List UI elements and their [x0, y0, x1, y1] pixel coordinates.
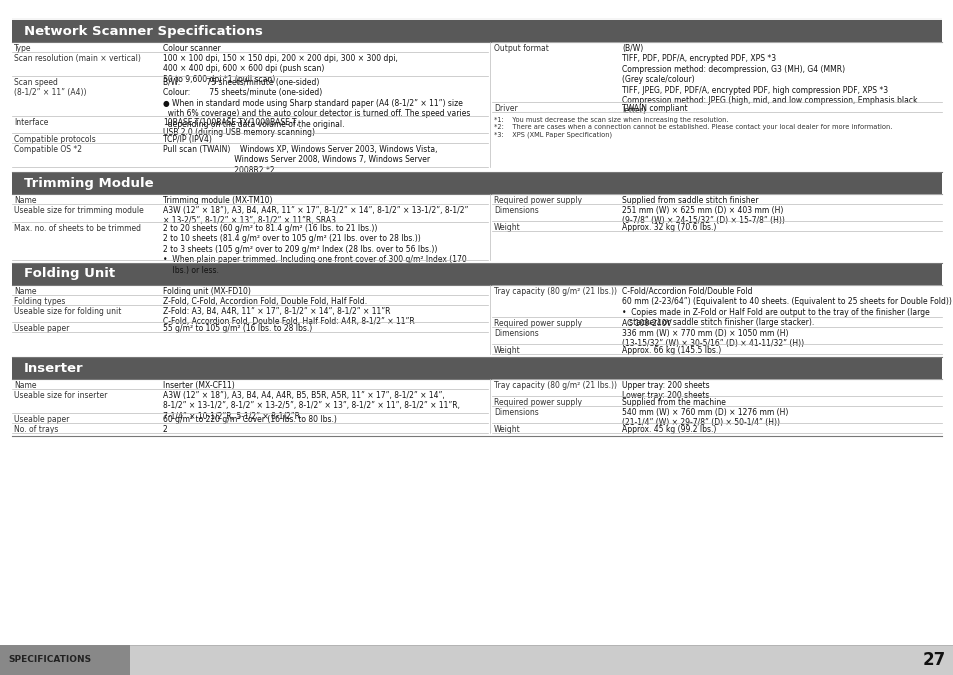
- Text: Inserter: Inserter: [24, 362, 84, 375]
- Text: B/W:           75 sheets/minute (one-sided)
Colour:        75 sheets/minute (one: B/W: 75 sheets/minute (one-sided) Colour…: [163, 78, 470, 129]
- Text: Weight: Weight: [494, 346, 520, 355]
- Text: Compatible protocols: Compatible protocols: [14, 135, 95, 144]
- Text: Dimensions: Dimensions: [494, 408, 538, 417]
- Text: 10BASE-T/100BASE-TX/1000BASE-T,
USB 2.0 (during USB memory scanning): 10BASE-T/100BASE-TX/1000BASE-T, USB 2.0 …: [163, 118, 314, 138]
- Text: Upper tray: 200 sheets
Lower tray: 200 sheets: Upper tray: 200 sheets Lower tray: 200 s…: [621, 381, 709, 400]
- Text: Name: Name: [14, 381, 36, 390]
- Text: Approx. 45 kg (99.2 lbs.): Approx. 45 kg (99.2 lbs.): [621, 425, 716, 434]
- Text: Colour scanner: Colour scanner: [163, 44, 220, 53]
- Text: 100 × 100 dpi, 150 × 150 dpi, 200 × 200 dpi, 300 × 300 dpi,
400 × 400 dpi, 600 ×: 100 × 100 dpi, 150 × 150 dpi, 200 × 200 …: [163, 54, 397, 84]
- Text: Inserter (MX-CF11): Inserter (MX-CF11): [163, 381, 234, 390]
- Text: *1:    You must decrease the scan size when increasing the resolution.: *1: You must decrease the scan size when…: [494, 117, 728, 123]
- Text: Network Scanner Specifications: Network Scanner Specifications: [24, 24, 263, 38]
- Text: Approx. 66 kg (145.5 lbs.): Approx. 66 kg (145.5 lbs.): [621, 346, 720, 355]
- Text: Z-Fold, C-Fold, Accordion Fold, Double Fold, Half Fold.: Z-Fold, C-Fold, Accordion Fold, Double F…: [163, 297, 367, 306]
- Text: Pull scan (TWAIN)    Windows XP, Windows Server 2003, Windows Vista,
           : Pull scan (TWAIN) Windows XP, Windows Se…: [163, 145, 437, 175]
- Bar: [12, 357, 941, 379]
- Text: Approx. 32 kg (70.6 lbs.): Approx. 32 kg (70.6 lbs.): [621, 223, 716, 232]
- Text: Folding Unit: Folding Unit: [24, 267, 115, 281]
- Text: Z-Fold: A3, B4, A4R, 11” × 17”, 8-1/2” × 14”, 8-1/2” × 11”R
C-Fold, Accordion Fo: Z-Fold: A3, B4, A4R, 11” × 17”, 8-1/2” ×…: [163, 307, 415, 327]
- Text: Name: Name: [14, 196, 36, 205]
- Text: Dimensions: Dimensions: [494, 206, 538, 215]
- Text: C-Fold/Accordion Fold/Double Fold
60 mm (2-23/64”) (Equivalent to 40 sheets. (Eq: C-Fold/Accordion Fold/Double Fold 60 mm …: [621, 287, 951, 327]
- Text: Supplied from saddle stitch finisher: Supplied from saddle stitch finisher: [621, 196, 758, 205]
- Text: 55 g/m² to 105 g/m² (16 lbs. to 28 lbs.): 55 g/m² to 105 g/m² (16 lbs. to 28 lbs.): [163, 324, 312, 333]
- Text: Weight: Weight: [494, 425, 520, 434]
- Bar: [0, 645, 953, 675]
- Text: AC 100-240V: AC 100-240V: [621, 319, 671, 328]
- Text: Output format: Output format: [494, 44, 548, 53]
- Text: Tray capacity (80 g/m² (21 lbs.)): Tray capacity (80 g/m² (21 lbs.)): [494, 381, 617, 390]
- Text: Required power supply: Required power supply: [494, 398, 581, 407]
- Text: 27: 27: [922, 651, 945, 669]
- Bar: [12, 172, 941, 194]
- Text: 2 to 20 sheets (60 g/m² to 81.4 g/m² (16 lbs. to 21 lbs.))
2 to 10 sheets (81.4 : 2 to 20 sheets (60 g/m² to 81.4 g/m² (16…: [163, 224, 466, 275]
- Text: *2:    There are cases when a connection cannot be established. Please contact y: *2: There are cases when a connection ca…: [494, 124, 891, 130]
- Text: Required power supply: Required power supply: [494, 196, 581, 205]
- Text: Useable paper: Useable paper: [14, 324, 70, 333]
- Text: 2: 2: [163, 425, 168, 434]
- Text: Folding types: Folding types: [14, 297, 66, 306]
- Text: 251 mm (W) × 625 mm (D) × 403 mm (H)
(9-7/8” (W) × 24-15/32” (D) × 15-7/8” (H)): 251 mm (W) × 625 mm (D) × 403 mm (H) (9-…: [621, 206, 784, 225]
- Text: Scan speed
(8-1/2” × 11” (A4)): Scan speed (8-1/2” × 11” (A4)): [14, 78, 87, 97]
- Text: Useable size for inserter: Useable size for inserter: [14, 391, 108, 400]
- Text: Supplied from the machine: Supplied from the machine: [621, 398, 725, 407]
- Text: Dimensions: Dimensions: [494, 329, 538, 338]
- Text: Tray capacity (80 g/m² (21 lbs.)): Tray capacity (80 g/m² (21 lbs.)): [494, 287, 617, 296]
- Text: 540 mm (W) × 760 mm (D) × 1276 mm (H)
(21-1/4” (W) × 29-7/8” (D) × 50-1/4” (H)): 540 mm (W) × 760 mm (D) × 1276 mm (H) (2…: [621, 408, 787, 427]
- Text: Scan resolution (main × vertical): Scan resolution (main × vertical): [14, 54, 141, 63]
- Text: Useable paper: Useable paper: [14, 415, 70, 424]
- Bar: [0, 645, 953, 675]
- Text: SPECIFICATIONS: SPECIFICATIONS: [8, 655, 91, 664]
- Text: Trimming Module: Trimming Module: [24, 176, 153, 190]
- Text: A3W (12” × 18”), A3, B4, A4R, 11” × 17”, 8-1/2” × 14”, 8-1/2” × 13-1/2”, 8-1/2”
: A3W (12” × 18”), A3, B4, A4R, 11” × 17”,…: [163, 206, 468, 225]
- Bar: [12, 263, 941, 285]
- Text: Driver: Driver: [494, 104, 517, 113]
- Text: Interface: Interface: [14, 118, 49, 127]
- Text: Compatible OS *2: Compatible OS *2: [14, 145, 82, 154]
- Text: Required power supply: Required power supply: [494, 319, 581, 328]
- Text: Name: Name: [14, 287, 36, 296]
- Bar: [12, 20, 941, 42]
- Text: TWAIN compliant: TWAIN compliant: [621, 104, 687, 113]
- Text: 60 g/m² to 220 g/m² Cover (16 lbs. to 80 lbs.): 60 g/m² to 220 g/m² Cover (16 lbs. to 80…: [163, 415, 336, 424]
- Text: (B/W)
TIFF, PDF, PDF/A, encrypted PDF, XPS *3
Compression method: decompression,: (B/W) TIFF, PDF, PDF/A, encrypted PDF, X…: [621, 44, 917, 115]
- Text: *3:    XPS (XML Paper Specification): *3: XPS (XML Paper Specification): [494, 131, 612, 138]
- Bar: [0, 645, 130, 675]
- Text: 336 mm (W) × 770 mm (D) × 1050 mm (H)
(13-15/32” (W) × 30-5/16” (D) × 41-11/32” : 336 mm (W) × 770 mm (D) × 1050 mm (H) (1…: [621, 329, 803, 348]
- Text: Type: Type: [14, 44, 31, 53]
- Text: Weight: Weight: [494, 223, 520, 232]
- Text: Max. no. of sheets to be trimmed: Max. no. of sheets to be trimmed: [14, 224, 141, 233]
- Text: Useable size for folding unit: Useable size for folding unit: [14, 307, 121, 316]
- Text: Folding unit (MX-FD10): Folding unit (MX-FD10): [163, 287, 251, 296]
- Text: No. of trays: No. of trays: [14, 425, 58, 434]
- Text: A3W (12” × 18”), A3, B4, A4, A4R, B5, B5R, A5R, 11” × 17”, 8-1/2” × 14”,
8-1/2” : A3W (12” × 18”), A3, B4, A4, A4R, B5, B5…: [163, 391, 459, 421]
- Text: TCP/IP (IPV4): TCP/IP (IPV4): [163, 135, 212, 144]
- Text: Useable size for trimming module: Useable size for trimming module: [14, 206, 144, 215]
- Text: Trimming module (MX-TM10): Trimming module (MX-TM10): [163, 196, 273, 205]
